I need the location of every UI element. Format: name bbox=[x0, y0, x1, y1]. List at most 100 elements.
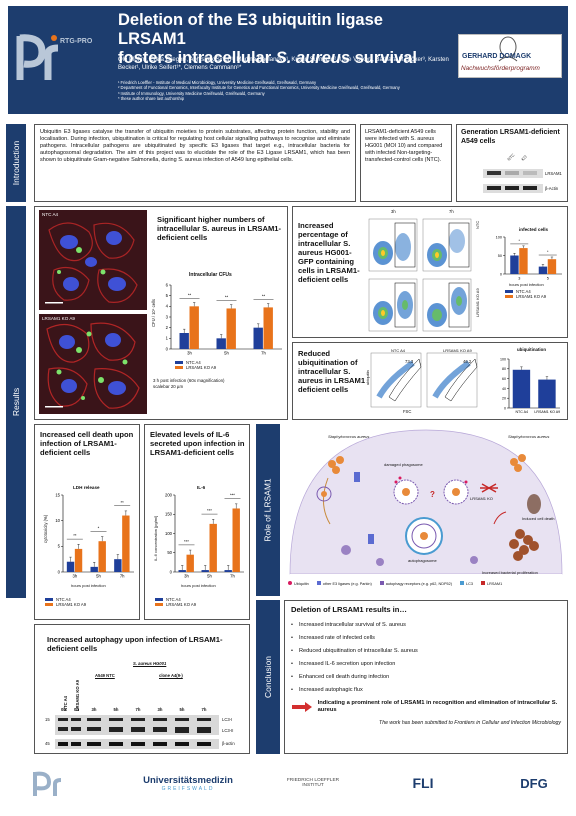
y-tick-label: 150 bbox=[165, 512, 173, 517]
footer-dfg: DFG bbox=[520, 775, 548, 791]
facs-box: Increased percentage of intracellular S.… bbox=[292, 206, 568, 338]
conclusion-list: Increased intracellular survival of S. a… bbox=[291, 622, 561, 694]
affiliation-note: * these author share last authorship bbox=[118, 96, 185, 102]
y-tick-label: 0 bbox=[504, 406, 506, 410]
bar bbox=[547, 259, 557, 274]
ubiq-gate1-label: NTC A4 bbox=[391, 348, 406, 353]
facs-row1: NTC bbox=[475, 220, 480, 229]
autophagy-group2: clone A4(9-) bbox=[159, 673, 183, 678]
il6-heading: Elevated levels of IL-6 secreted upon in… bbox=[150, 430, 245, 457]
title-italic: S. aureus bbox=[275, 49, 351, 67]
microscopy-ntc-image bbox=[45, 222, 138, 304]
bar bbox=[74, 548, 83, 572]
il6-box: Elevated levels of IL-6 secreted upon in… bbox=[144, 424, 250, 620]
bar bbox=[122, 515, 130, 572]
conclusion-box: Deletion of LRSAM1 results in… Increased… bbox=[284, 600, 568, 754]
legend-lc3: LC3 bbox=[460, 581, 473, 586]
section-results-text: Results bbox=[11, 387, 21, 417]
poster-header: RTG-PRO Deletion of the E3 ubiquitin lig… bbox=[8, 6, 568, 114]
generation-box: Generation LRSAM1-deficient A549 cells N… bbox=[456, 124, 568, 202]
section-intro-text: Introduction bbox=[11, 140, 22, 186]
bar bbox=[209, 523, 217, 572]
role-label-ko: LRSAM1 KO bbox=[470, 496, 493, 501]
ldh-chart: 0 5 10 15 3h ** 5h * 7h ** bbox=[55, 492, 134, 579]
lc3ii-label: LC3-II bbox=[222, 728, 234, 733]
ldh-chart-title: LDH release bbox=[73, 485, 100, 490]
affiliation-3: ³ Institute of Immunology, University Me… bbox=[118, 90, 265, 96]
y-tick-label: 100 bbox=[496, 235, 502, 239]
x-tick-label: 7h bbox=[120, 574, 125, 579]
x-tick-label: LRSAM1 KO A9 bbox=[534, 410, 560, 414]
y-tick-label: 1 bbox=[166, 336, 169, 341]
affiliation-2: ² Department of Functional Genomics, Int… bbox=[118, 85, 400, 91]
cells-box: LRSAM1-deficient A549 cells were infecte… bbox=[360, 124, 452, 202]
domagk-logo: GERHARD DOMAGK Nachwuchsförderprogramm bbox=[458, 34, 562, 78]
sig-label: ** bbox=[121, 500, 125, 505]
y-tick-label: 3 bbox=[166, 314, 169, 319]
role-box: Staphylococcus aureus Staphylococcus aur… bbox=[284, 424, 568, 596]
footer-unimed-sub: GREIFSWALD bbox=[161, 785, 215, 792]
autophagy-western-blot bbox=[55, 715, 219, 749]
prt-logo-icon bbox=[16, 34, 59, 80]
poster-title: Deletion of the E3 ubiquitin ligase LRSA… bbox=[118, 11, 453, 68]
conclusion-final: Indicating a prominent role of LRSAM1 in… bbox=[291, 700, 561, 714]
ldh-heading: Increased cell death upon infection of L… bbox=[40, 430, 134, 457]
conclusion-item: Increased rate of infected cells bbox=[291, 635, 561, 642]
facs-legend-ntc: NTC A4 bbox=[516, 289, 531, 294]
microscopy-ntc: NTC A4 bbox=[39, 210, 147, 310]
section-results-label: Results bbox=[6, 206, 26, 598]
footer-fli: FLI bbox=[412, 775, 434, 791]
il6-xlabel: hours post infection bbox=[181, 583, 216, 588]
il6-chart-title: IL-6 bbox=[197, 485, 206, 490]
role-label-death: Induced cell death bbox=[522, 516, 555, 521]
y-tick-label: 50 bbox=[498, 254, 502, 258]
bactin-label: β-actin bbox=[222, 741, 235, 746]
role-label-right: Staphylococcus aureus bbox=[508, 434, 550, 439]
y-tick-label: 0 bbox=[500, 272, 502, 276]
ubiq-box: Reduced ubiquitination of intracellular … bbox=[292, 342, 568, 420]
y-tick-label: 5 bbox=[58, 544, 61, 549]
domagk-portrait-icon bbox=[498, 36, 518, 62]
bar bbox=[538, 266, 548, 274]
legend-receptors-label: autophagy receptors (e.g. p62, NDP52) bbox=[385, 582, 453, 586]
sig-label: ** bbox=[188, 292, 192, 297]
bar bbox=[253, 327, 263, 349]
sig-label: *** bbox=[207, 508, 212, 513]
sig-label: * bbox=[519, 239, 521, 243]
facs-legend: NTC A4 LRSAM1 KO A9 bbox=[505, 289, 546, 300]
time-7h-a: 7h bbox=[135, 707, 141, 712]
role-legend: Ubiquitin other E3 ligases (e.g. Parkin)… bbox=[288, 581, 566, 586]
y-tick-label: 10 bbox=[55, 518, 60, 523]
il6-legend-ko: LRSAM1 KO A9 bbox=[166, 602, 197, 608]
legend-lrsam1: LRSAM1 bbox=[481, 581, 502, 586]
facs-heading: Increased percentage of intracellular S.… bbox=[298, 221, 360, 284]
kd-45: 45 bbox=[45, 741, 50, 746]
intro-box: Ubiquitin E3 ligases catalyse the transf… bbox=[34, 124, 356, 202]
ldh-box: Increased cell death upon infection of L… bbox=[34, 424, 140, 620]
y-tick-label: 4 bbox=[166, 304, 169, 309]
micro1-label: NTC A4 bbox=[42, 212, 59, 217]
role-label-proliferation: Increased bacterial proliferation bbox=[482, 570, 538, 575]
facs-legend-ko: LRSAM1 KO A9 bbox=[516, 294, 547, 300]
bar bbox=[98, 541, 106, 572]
title-line2: fosters intracellular S. aureus survival bbox=[118, 49, 453, 68]
micro2-label: LRSAM1 KO A9 bbox=[42, 316, 75, 321]
footer-prt-logo-icon bbox=[33, 771, 62, 796]
facs-col2: 7h bbox=[449, 209, 454, 214]
ubiq-axis-y: ubiquitin bbox=[365, 370, 370, 385]
legend-ubiquitin-label: Ubiquitin bbox=[294, 582, 309, 586]
facs-col1: 3h bbox=[391, 209, 396, 214]
x-tick-label: 5h bbox=[96, 574, 101, 579]
section-intro-label: Introduction bbox=[6, 124, 26, 202]
wb-actin-label: β-Actin bbox=[545, 186, 559, 191]
footer-unimed-text: Universitätsmedizin bbox=[143, 774, 233, 786]
il6-chart: 0 50 100 150 200 3h *** 5h *** 7h *** bbox=[165, 492, 244, 579]
infected-chart: 0 50 100 3 * 5 * bbox=[496, 235, 562, 280]
intro-text: Ubiquitin E3 ligases catalyse the transf… bbox=[40, 129, 350, 163]
legend-lrsam1-label: LRSAM1 bbox=[487, 582, 503, 586]
y-tick-label: 80 bbox=[502, 367, 506, 371]
role-diagram bbox=[289, 429, 563, 594]
generation-title: Generation LRSAM1-deficient A549 cells bbox=[461, 129, 560, 145]
autophagy-group1: A549 NTC bbox=[95, 673, 115, 678]
x-tick-label: 7h bbox=[230, 574, 235, 579]
